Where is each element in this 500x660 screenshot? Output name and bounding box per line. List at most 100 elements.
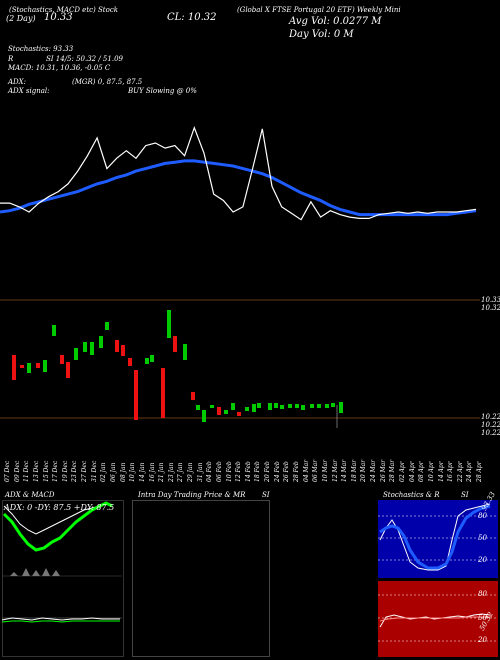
date-label: 27 Dec [81, 460, 89, 482]
adx-mgr-value: (MGR) 0, 87.5, 87.5 [72, 78, 143, 86]
date-label: 08 Jan [119, 462, 127, 482]
date-label: 04 Feb [206, 461, 214, 482]
candle [66, 362, 70, 378]
candle [310, 404, 314, 408]
candle [60, 355, 64, 364]
candle [74, 348, 78, 360]
candle [52, 325, 56, 336]
date-label: 12 Mar [331, 459, 339, 482]
si-value: SI 14/5: 50.32 / 51.09 [46, 55, 123, 63]
date-label: 23 Jan [167, 462, 175, 482]
date-label: 10 Jan [129, 462, 137, 482]
date-label: 02 Apr [398, 461, 406, 482]
date-label: 24 Apr [466, 461, 474, 482]
candle [295, 404, 299, 408]
candle [196, 405, 200, 410]
candle [161, 368, 165, 418]
rsi-chart [378, 594, 496, 642]
candle [325, 404, 329, 408]
candle [20, 365, 24, 368]
candle [237, 412, 241, 416]
rsi-level-50: 50 [478, 614, 487, 622]
candle [224, 410, 228, 414]
candle [27, 363, 31, 373]
date-label: 20 Mar [360, 459, 368, 482]
date-label: 24 Mar [370, 459, 377, 482]
date-label: 12 Feb [235, 461, 243, 482]
stoch-k-line [379, 503, 491, 571]
candle [217, 407, 221, 415]
candle [202, 410, 206, 422]
candle-group [12, 310, 343, 428]
candle [245, 407, 249, 411]
macd-bars [10, 568, 60, 576]
candle [252, 404, 256, 412]
r-label: R [8, 55, 14, 63]
candle [268, 403, 272, 410]
adx-readout: ADX: 0 -DY: 87.5 +DY: 87.5 [4, 503, 115, 512]
stoch-level-50: 50 [478, 534, 487, 542]
two-day-label: (2 Day) [6, 14, 36, 23]
intraday-panel-si: SI [262, 491, 270, 499]
date-label: 28 Apr [476, 461, 483, 482]
chart-value: 10.33 [44, 12, 73, 23]
price-axis-top-1: 10.33 [481, 296, 500, 304]
date-label: 14 Feb [244, 461, 252, 482]
date-label: 14 Jan [138, 462, 146, 482]
candle [210, 405, 214, 408]
date-label: 28 Feb [293, 461, 300, 482]
candle [173, 336, 177, 352]
price-chart [0, 125, 480, 428]
date-label: 31 Dec [90, 460, 98, 482]
stoch-panel [378, 500, 498, 578]
date-label: 27 Jan [177, 462, 185, 482]
date-label: 10 Mar [321, 459, 329, 482]
date-label: 06 Mar [312, 459, 320, 482]
intraday-panel [132, 500, 270, 657]
date-label: 15 Dec [42, 460, 50, 482]
date-label: 20 Feb [264, 461, 272, 482]
avg-vol-label: Avg Vol: 0.0277 M [289, 16, 382, 27]
price-axis-bottom-2: 10.22 [481, 421, 500, 429]
date-label: 31 Jan [196, 462, 204, 482]
candle [145, 358, 149, 364]
date-label: 18 Feb [254, 461, 262, 482]
price-axis-top-2: 10.32 [481, 304, 500, 312]
rsi-line [379, 613, 491, 628]
candle [115, 340, 119, 352]
date-label: 26 Feb [283, 461, 291, 482]
date-label: 17 Dec [52, 460, 60, 482]
stoch-chart [378, 503, 496, 571]
indicators-label: (Stochastics, MACD etc) Stock [9, 6, 118, 14]
stoch-panel-si: SI [461, 491, 469, 499]
candle [280, 405, 284, 409]
adx-panel [2, 500, 124, 657]
date-label: 28 Mar [389, 459, 397, 482]
date-label: 16 Apr [447, 461, 455, 482]
date-label: 08 Apr [418, 461, 426, 482]
candle [331, 403, 335, 407]
date-label: 09 Dec [13, 460, 21, 482]
date-label: 26 Mar [379, 459, 387, 482]
candle [317, 404, 321, 408]
price-axis-bottom-3: 10.22 [481, 429, 500, 437]
date-label: 06 Feb [215, 461, 223, 482]
candle [99, 336, 103, 348]
date-label: 10 Apr [427, 461, 435, 482]
adx-signal-label: ADX signal: [8, 87, 50, 95]
date-label: 23 Dec [71, 460, 79, 482]
candle [301, 405, 305, 410]
close-label: CL: 10.32 [167, 12, 217, 23]
macd-line [1, 617, 120, 621]
stoch-level-80: 80 [478, 512, 487, 520]
date-label: 24 Feb [273, 461, 281, 482]
candle [90, 342, 94, 355]
rsi-panel [378, 581, 498, 657]
candle [150, 355, 154, 362]
date-label: 11 Dec [23, 460, 31, 482]
stoch-d-line [379, 504, 491, 570]
date-label: 21 Jan [158, 462, 166, 482]
date-label: 22 Apr [456, 461, 464, 482]
date-label: 06 Jan [110, 462, 117, 482]
stochastics-value: Stochastics: 93.33 [8, 45, 74, 53]
